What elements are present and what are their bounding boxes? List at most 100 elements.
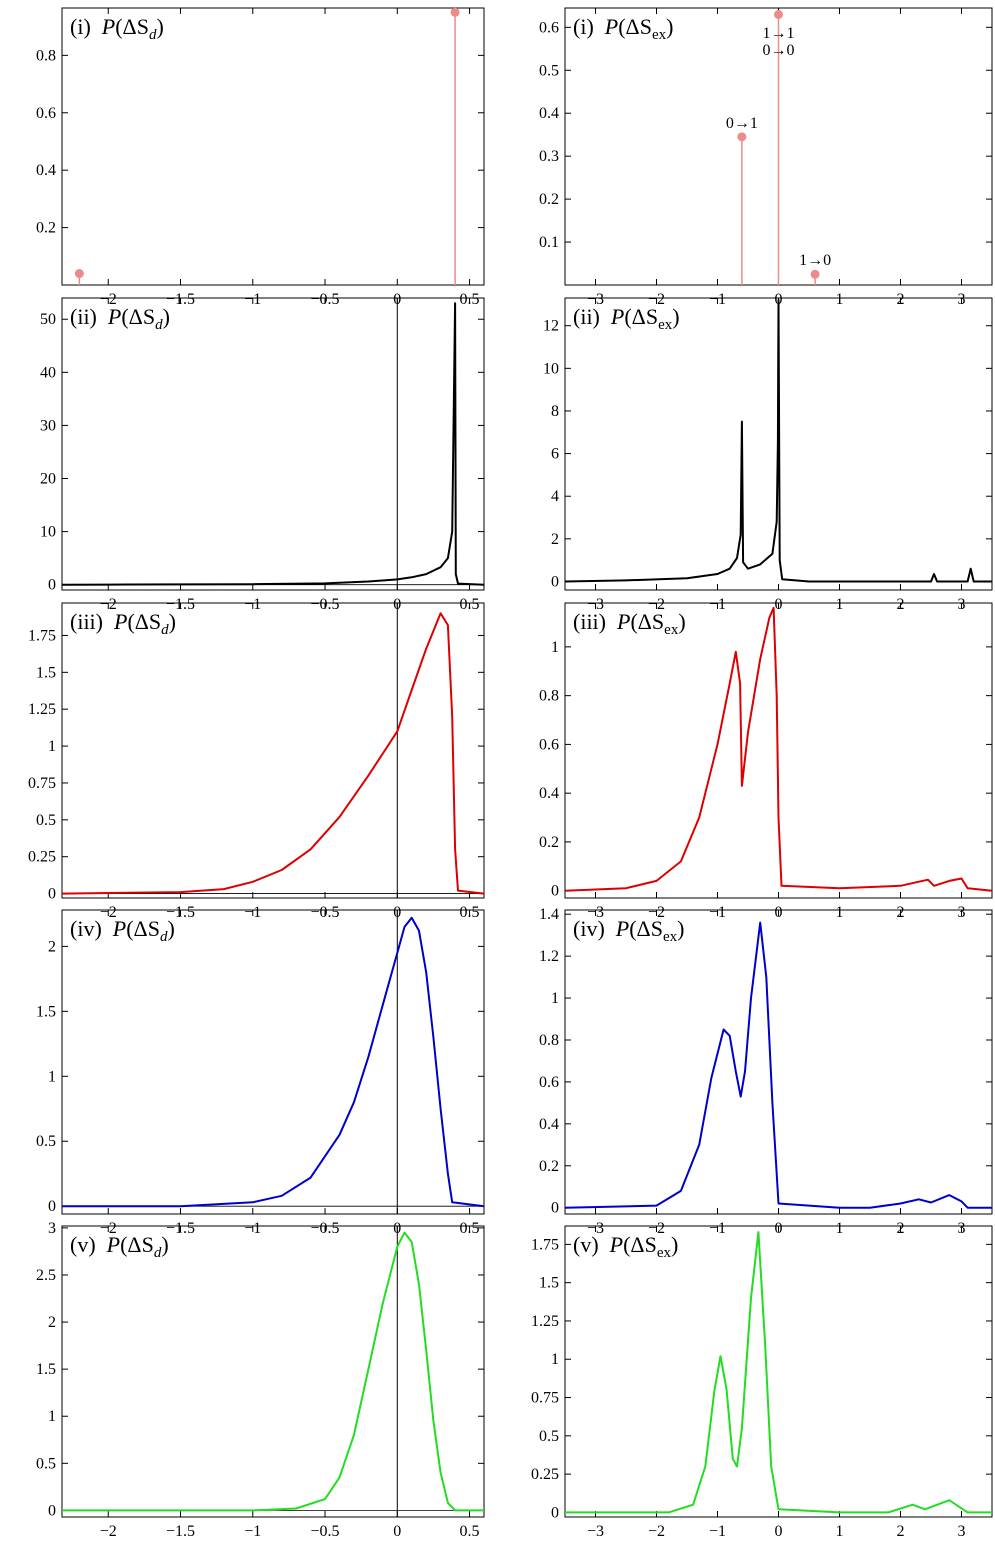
y-tick-label: 20	[40, 471, 56, 488]
y-tick-label: 0.5	[36, 1455, 56, 1472]
y-tick-label: 10	[543, 360, 559, 377]
prob-symbol: P	[609, 1232, 623, 1257]
close-paren: )	[666, 14, 673, 39]
y-tick-label: 4	[551, 488, 559, 505]
close-paren: )	[163, 304, 170, 329]
delta-s: (ΔS	[618, 14, 652, 39]
y-tick-label: 6	[551, 446, 559, 463]
x-tick-label: −1.5	[166, 1523, 195, 1540]
delta-s: (ΔS	[623, 1232, 657, 1257]
panel-label: (iv)	[573, 916, 616, 941]
y-tick-label: 0.2	[36, 220, 56, 237]
panel-d3: −2−1.5−1−0.500.500.250.50.7511.251.51.75…	[28, 602, 485, 921]
panel-e2: −3−2−10123024681012(ii) P(ΔSex)	[543, 297, 993, 613]
panel-label: (v)	[573, 1232, 610, 1257]
series-line	[62, 1231, 484, 1512]
delta-s: (ΔS	[120, 1232, 154, 1257]
panel-title: (iv) P(ΔSd)	[70, 916, 175, 945]
y-tick-label: 1	[48, 1408, 56, 1425]
stem-point	[774, 9, 783, 19]
y-tick-label: 12	[543, 318, 559, 335]
y-tick-label: 1.5	[36, 664, 56, 681]
panel-label: (iii)	[573, 609, 617, 634]
close-paren: )	[169, 609, 176, 634]
y-tick-label: 1	[551, 990, 559, 1007]
plot-frame	[564, 1225, 993, 1518]
panel-title: (i) P(ΔSd)	[70, 14, 164, 43]
close-paren: )	[167, 916, 174, 941]
y-tick-label: 3	[48, 1220, 56, 1237]
subscript: d	[155, 317, 163, 333]
panel-title: (iii) P(ΔSd)	[70, 609, 176, 638]
stem-point	[450, 7, 460, 17]
y-tick-label: 0.2	[539, 1158, 559, 1175]
y-tick-label: 2	[48, 938, 56, 955]
panel-e1: −3−2−101230.10.20.30.40.50.61→10→00→11→0…	[539, 7, 993, 308]
y-tick-label: 0.4	[539, 105, 559, 122]
prob-symbol: P	[615, 916, 629, 941]
series-line	[61, 612, 485, 895]
y-tick-label: 0	[551, 883, 559, 900]
transition-label: 0→0	[763, 42, 795, 59]
x-tick-label: −2	[100, 1523, 117, 1540]
y-tick-label: 0.6	[36, 105, 56, 122]
y-tick-label: 0.8	[539, 1032, 559, 1049]
stem-point	[74, 269, 84, 279]
y-tick-label: 0	[48, 577, 56, 594]
y-tick-label: 1.4	[539, 906, 559, 923]
prob-symbol: P	[107, 304, 121, 329]
panel-title: (i) P(ΔSex)	[573, 14, 673, 43]
delta-s: (ΔS	[127, 609, 161, 634]
delta-s: (ΔS	[624, 304, 658, 329]
y-tick-label: 1.25	[28, 701, 56, 718]
prob-symbol: P	[604, 14, 618, 39]
delta-s: (ΔS	[629, 916, 663, 941]
plot-frame	[61, 909, 485, 1215]
y-tick-label: 0.4	[539, 785, 559, 802]
series-line	[564, 606, 993, 892]
prob-symbol: P	[101, 14, 115, 39]
x-tick-label: 0.5	[460, 1523, 480, 1540]
close-paren: )	[678, 609, 685, 634]
y-tick-label: 0.4	[539, 1116, 559, 1133]
y-tick-label: 0.4	[36, 162, 56, 179]
y-tick-label: 0.25	[28, 849, 56, 866]
series-line	[564, 299, 992, 583]
prob-symbol: P	[106, 1232, 120, 1257]
y-tick-label: 0.8	[539, 688, 559, 705]
panel-label: (v)	[70, 1232, 107, 1257]
y-tick-label: 0	[551, 1504, 559, 1521]
y-tick-label: 1.75	[28, 627, 56, 644]
panel-label: (i)	[573, 14, 605, 39]
panel-label: (ii)	[573, 304, 611, 329]
delta-s: (ΔS	[121, 304, 155, 329]
subscript: ex	[657, 1245, 672, 1261]
delta-s: (ΔS	[630, 609, 664, 634]
y-tick-label: 0	[48, 886, 56, 903]
prob-symbol: P	[112, 916, 126, 941]
y-tick-label: 0.5	[539, 62, 559, 79]
y-tick-label: 0.3	[539, 148, 559, 165]
y-tick-label: 0.5	[36, 812, 56, 829]
y-tick-label: 2	[48, 1314, 56, 1331]
y-tick-label: 0	[551, 1200, 559, 1217]
y-tick-label: 0.6	[539, 19, 559, 36]
plot-frame	[61, 1225, 485, 1518]
plot-frame	[61, 7, 485, 286]
panel-label: (iv)	[70, 916, 113, 941]
y-tick-label: 0	[551, 573, 559, 590]
y-tick-label: 40	[40, 364, 56, 381]
transition-label: 1→1	[763, 25, 795, 42]
panel-title: (ii) P(ΔSd)	[70, 304, 170, 333]
x-tick-label: 0	[393, 1523, 401, 1540]
subscript: ex	[652, 27, 667, 43]
x-tick-label: 3	[958, 1523, 966, 1540]
plot-frame	[61, 602, 485, 899]
panel-title: (iii) P(ΔSex)	[573, 609, 686, 638]
y-tick-label: 10	[40, 524, 56, 541]
y-tick-label: 0.2	[539, 191, 559, 208]
panel-title: (v) P(ΔSd)	[70, 1232, 169, 1261]
y-tick-label: 0.5	[539, 1428, 559, 1445]
